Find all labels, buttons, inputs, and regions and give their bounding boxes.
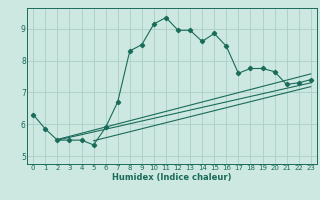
- X-axis label: Humidex (Indice chaleur): Humidex (Indice chaleur): [112, 173, 232, 182]
